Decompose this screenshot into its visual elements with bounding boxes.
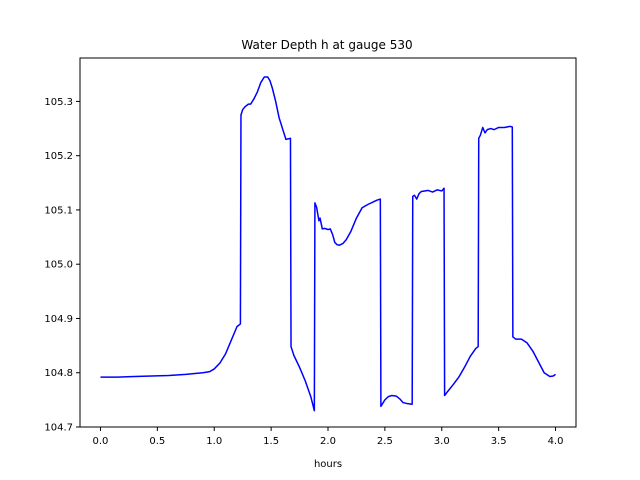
x-tick-label: 0.0	[93, 436, 109, 447]
y-tick-label: 104.7	[44, 423, 73, 434]
y-axis: 104.7 104.8 104.9 105.0 105.1 105.2 105.3	[44, 97, 80, 434]
y-tick-label: 104.9	[44, 314, 73, 325]
y-tick-label: 105.3	[44, 97, 73, 108]
series-line-0	[100, 76, 556, 412]
x-tick-label: 1.5	[263, 436, 279, 447]
x-axis-label: hours	[314, 459, 342, 470]
x-tick-label: 3.0	[434, 436, 450, 447]
y-tick-label: 105.2	[44, 151, 73, 162]
x-tick-label: 2.0	[320, 436, 336, 447]
y-tick-label: 104.8	[44, 368, 73, 379]
y-tick-label: 105.0	[44, 260, 73, 271]
x-tick-label: 3.5	[491, 436, 507, 447]
y-tick-label: 105.1	[44, 205, 73, 216]
chart-title: Water Depth h at gauge 530	[241, 38, 412, 52]
plot-frame	[79, 57, 577, 428]
x-tick-label: 1.0	[206, 436, 222, 447]
x-tick-label: 2.5	[377, 436, 393, 447]
x-axis: 0.0 0.5 1.0 1.5 2.0 2.5 3.0 3.5 4.0	[93, 427, 564, 447]
x-tick-label: 4.0	[548, 436, 564, 447]
x-tick-label: 0.5	[149, 436, 165, 447]
plot-area	[100, 76, 556, 412]
